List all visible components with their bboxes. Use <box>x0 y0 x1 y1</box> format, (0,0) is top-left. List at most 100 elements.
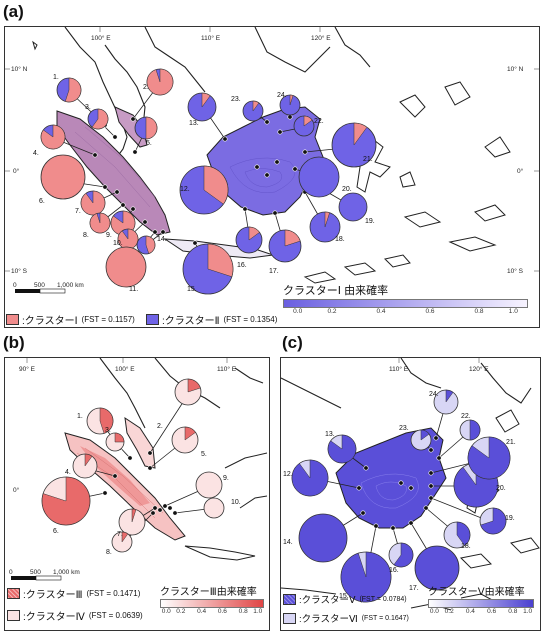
colorbar-gradient <box>428 599 534 608</box>
scale-label: 1,000 km <box>57 282 84 289</box>
pie-charts-b <box>41 378 225 553</box>
legend-swatch <box>7 610 20 621</box>
pie-label: 24. <box>429 391 439 398</box>
legend-cluster-2: :クラスターⅡ (FST = 0.1354) <box>146 312 277 327</box>
pie-label: 18. <box>335 236 345 243</box>
lon-label: 100° E <box>115 365 135 373</box>
scale-label: 1,000 km <box>53 569 80 576</box>
legend-label: :クラスターⅥ <box>299 614 358 625</box>
pie-slice <box>201 92 211 108</box>
scale-bar-b <box>11 575 62 581</box>
legend-label: :クラスターⅡ <box>162 316 220 327</box>
pie-label: 22. <box>314 118 324 125</box>
colorbar-tick: 0.2 <box>327 308 337 315</box>
lon-label: 100° E <box>91 34 111 42</box>
lon-label: 110° E <box>217 365 237 373</box>
pie-label: 23. <box>231 96 241 103</box>
scale-label: 500 <box>30 569 41 576</box>
lat-label: 10° S <box>507 267 524 275</box>
lon-label: 110° E <box>389 365 409 373</box>
pie-slice <box>145 235 156 254</box>
colorbar-tick: 0.0 <box>429 608 439 615</box>
pie-slice <box>99 407 114 434</box>
lat-label: 10° N <box>11 65 28 73</box>
pie-charts-c <box>291 389 511 603</box>
colorbar-ticks: 0.0 0.2 0.4 0.6 0.8 1.0 <box>283 308 528 318</box>
pie-label: 7. <box>75 208 81 215</box>
legend-fst: (FST = 0.0784) <box>359 595 407 603</box>
pie-slice <box>420 429 430 441</box>
map-a-canvas: 100° E 110° E 120° E 10° N 0° 10° S 10° … <box>5 27 539 295</box>
pie-slice <box>64 77 82 103</box>
pie-label: 6. <box>39 198 45 205</box>
pie-label: 20. <box>342 186 352 193</box>
pie-label: 3. <box>85 104 91 111</box>
pie-label: 1. <box>77 413 83 420</box>
pie-chart <box>298 156 340 198</box>
malay-peninsula <box>124 416 156 469</box>
scale-label: 0 <box>13 282 17 289</box>
colorbar-tick: 0.6 <box>217 608 227 615</box>
legend-cluster-3: :クラスターⅢ (FST = 0.1471) <box>7 586 140 601</box>
pie-slice <box>445 389 454 403</box>
legend-cluster-6: :クラスターⅥ (FST = 0.1647) <box>283 611 409 625</box>
colorbar-tick: 0.2 <box>176 608 186 615</box>
pie-slice <box>303 115 313 127</box>
legend-label: :クラスターⅠ <box>22 316 78 327</box>
pie-label: 17. <box>269 268 279 275</box>
lat-label: 0° <box>13 486 20 494</box>
pie-slice <box>80 190 106 216</box>
pie-label: 14. <box>157 236 167 243</box>
pie-label: 21. <box>363 156 373 163</box>
lat-label: 0° <box>13 167 20 175</box>
pie-slice <box>91 108 109 130</box>
pie-label: 17. <box>409 585 419 592</box>
pie-label: 19. <box>505 515 515 522</box>
pie-label: 8. <box>83 232 89 239</box>
pie-label: 5. <box>201 451 207 458</box>
colorbar-title: クラスターⅠ 由来確率 <box>283 285 389 297</box>
colorbar-a: クラスターⅠ 由来確率 0.0 0.2 0.4 0.6 0.8 1.0 <box>283 282 528 318</box>
pie-label: 22. <box>461 413 471 420</box>
pie-slice <box>289 94 294 106</box>
map-b-canvas: 90° E 100° E 110° E 0° <box>9 358 268 581</box>
pie-slice <box>187 378 201 393</box>
pie-chart <box>40 154 86 200</box>
pie-slice <box>456 521 471 546</box>
pie-slice <box>121 531 129 543</box>
legend-swatch <box>6 314 19 325</box>
pie-label: 9. <box>106 232 112 239</box>
pie-slice <box>252 100 260 112</box>
pie-slice <box>184 426 196 441</box>
lat-label: 10° N <box>507 65 524 73</box>
colorbar-title: クラスターⅤ由来確率 <box>428 587 525 598</box>
colorbar-b: クラスターⅢ由来確率 0.0 0.2 0.4 0.6 0.8 1.0 <box>160 583 264 618</box>
colorbar-tick: 0.4 <box>197 608 207 615</box>
colorbar-tick: 0.6 <box>487 608 497 615</box>
legend-fst: (FST = 0.1354) <box>223 315 278 324</box>
panel-a-label: (a) <box>3 2 24 21</box>
legend-label: :クラスターⅢ <box>23 590 83 601</box>
pie-label: 23. <box>399 425 409 432</box>
pie-slice <box>393 542 414 568</box>
pie-label: 5. <box>146 140 152 147</box>
mainland-coast <box>281 358 532 409</box>
pie-slice <box>114 432 125 443</box>
pie-label: 20. <box>496 485 506 492</box>
pie-label: 12. <box>180 186 190 193</box>
pie-label: 3. <box>105 427 111 434</box>
pie-slice <box>145 116 158 140</box>
east-islands <box>459 409 540 569</box>
colorbar-tick: 0.6 <box>425 308 435 315</box>
map-c: 110° E 120° E <box>280 357 541 631</box>
legend-cluster-1: :クラスターⅠ (FST = 0.1157) <box>6 312 135 327</box>
mainland-coast <box>64 27 371 158</box>
pie-label: 16. <box>237 262 247 269</box>
pie-label: 4. <box>33 150 39 157</box>
legend-label: :クラスターⅤ <box>299 595 356 606</box>
pie-label: 16. <box>389 567 399 574</box>
pie-slice <box>291 459 329 497</box>
colorbar-tick: 0.4 <box>376 308 386 315</box>
pie-label: 4. <box>65 469 71 476</box>
pie-charts-a <box>40 68 377 295</box>
